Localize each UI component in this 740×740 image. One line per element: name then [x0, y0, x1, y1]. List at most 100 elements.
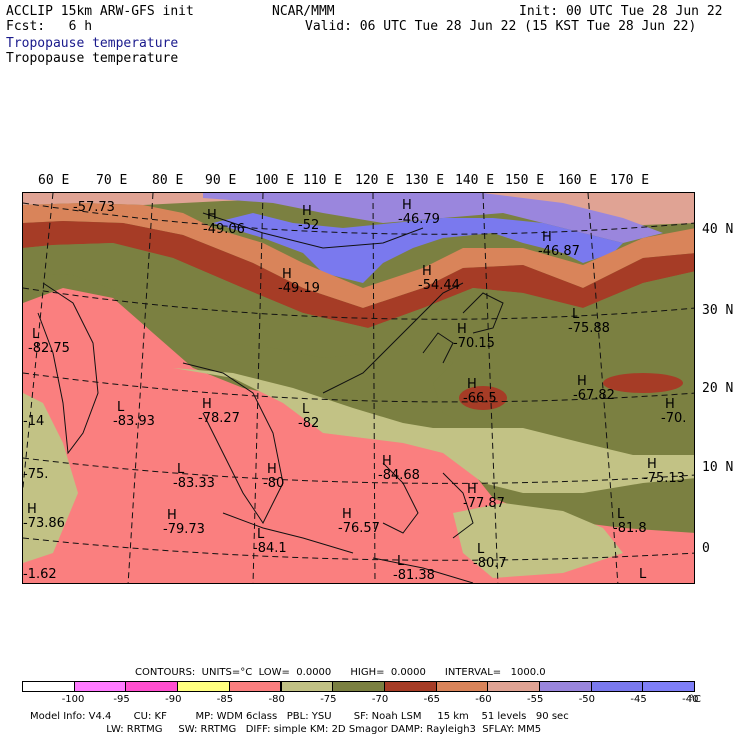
low-marker: L: [639, 567, 647, 582]
longitude-label: 60 E: [38, 173, 70, 188]
band-minus50-high: [203, 193, 663, 243]
colorbar-swatch: [22, 681, 75, 692]
extremum-label: H -67.82: [573, 375, 615, 403]
extremum-value: -75.88: [568, 321, 610, 336]
high-marker: H: [202, 397, 212, 412]
extremum-label: -1.62: [23, 568, 57, 582]
band-minus75-tropics: [173, 368, 694, 493]
high-marker: H: [402, 198, 412, 213]
extremum-value: -66.5: [463, 391, 497, 406]
high-marker: H: [207, 208, 217, 223]
band-minus60: [23, 203, 694, 308]
colorbar-label: -95: [113, 694, 130, 705]
extremum-label: H -49.06: [203, 209, 245, 237]
low-marker: L: [117, 400, 125, 415]
extremum-label: L -83.93: [113, 401, 155, 429]
extremum-label: -57.73: [73, 201, 115, 215]
init-time: Init: 00 UTC Tue 28 Jun 22: [519, 4, 723, 19]
latitude-label: 40 N: [702, 222, 734, 237]
colorbar-label: -65: [423, 694, 440, 705]
colorbar-label: -75: [320, 694, 337, 705]
colorbar-swatch: [487, 681, 540, 692]
extremum-value: -49.06: [203, 222, 245, 237]
extremum-label: H -66.5: [463, 378, 497, 406]
high-marker: H: [27, 502, 37, 517]
high-marker: H: [542, 230, 552, 245]
warm-spot-west-pacific: [459, 386, 507, 410]
longitude-label: 110 E: [303, 173, 343, 188]
high-marker: H: [342, 507, 352, 522]
field-title-contour: Tropopause temperature: [6, 51, 179, 66]
colorbar-swatch: [435, 681, 489, 692]
extremum-value: -80.7: [473, 556, 507, 571]
extremum-label: L -75.88: [568, 308, 610, 336]
high-marker: H: [647, 457, 657, 472]
high-marker: H: [422, 264, 432, 279]
colorbar-swatch: [125, 681, 179, 692]
low-marker: L: [572, 307, 580, 322]
high-marker: H: [282, 267, 292, 282]
extremum-value: -77.87: [463, 496, 505, 511]
extremum-label: H -75.13: [643, 458, 685, 486]
extremum-value: -14: [23, 414, 45, 429]
extremum-value: -76.57: [338, 521, 380, 536]
coastlines: [37, 212, 504, 583]
extremum-value: -73.86: [23, 516, 65, 531]
colorbar-swatch: [177, 681, 230, 692]
longitude-label: 170 E: [610, 173, 650, 188]
high-marker: H: [382, 454, 392, 469]
map-svg: [23, 193, 694, 583]
longitude-label: 90 E: [205, 173, 237, 188]
forecast-hour: Fcst: 6 h: [6, 19, 93, 34]
low-marker: L: [617, 507, 625, 522]
high-marker: H: [457, 322, 467, 337]
extremum-value: -83.33: [173, 476, 215, 491]
colorbar-unit: °C: [689, 694, 701, 705]
extremum-label: H -46.79: [398, 199, 440, 227]
extremum-label: H -84.68: [378, 455, 420, 483]
extremum-value: -84.68: [378, 468, 420, 483]
colorbar-swatch: [383, 681, 437, 692]
high-marker: H: [267, 462, 277, 477]
colorbar-swatch: [228, 681, 282, 692]
extremum-label: H -73.86: [23, 503, 65, 531]
colorbar-swatch: [332, 681, 385, 692]
high-marker: H: [665, 397, 675, 412]
low-marker: L: [32, 327, 40, 342]
extremum-value: -81.38: [393, 568, 435, 583]
low-marker: L: [177, 462, 185, 477]
organization: NCAR/MMM: [272, 4, 335, 19]
high-marker: H: [467, 377, 477, 392]
extremum-value: -46.87: [538, 244, 580, 259]
model-info-line2: LW: RRTMG SW: RRTMG DIFF: simple KM: 2D …: [30, 724, 542, 735]
colorbar-swatch: [642, 681, 696, 692]
extremum-value: -84.1: [253, 541, 287, 556]
band-minus45: [213, 213, 623, 283]
longitude-label: 160 E: [558, 173, 598, 188]
band-minus75-india: [23, 393, 78, 563]
low-marker: L: [257, 527, 265, 542]
extremum-label: L -83.33: [173, 463, 215, 491]
extremum-label: L -81.38: [393, 555, 435, 583]
latitude-label: 20 N: [702, 381, 734, 396]
extremum-label: H -76.57: [338, 508, 380, 536]
extremum-value: -46.79: [398, 212, 440, 227]
band-minus75-south: [453, 503, 623, 578]
colorbar-label: -80: [268, 694, 285, 705]
longitude-label: 140 E: [455, 173, 495, 188]
colorbar-label: -60: [475, 694, 492, 705]
extremum-label: H -54.44: [418, 265, 460, 293]
extremum-label: H -77.87: [463, 483, 505, 511]
colorbar-label: -100: [61, 694, 85, 705]
extremum-label: L: [635, 568, 646, 582]
extremum-value: -79.73: [163, 522, 205, 537]
extremum-value: -57.73: [73, 200, 115, 215]
colorbar-label: -50: [578, 694, 596, 705]
model-info-line1: Model Info: V4.4 CU: KF MP: WDM 6class P…: [30, 711, 569, 722]
low-marker: L: [477, 542, 485, 557]
low-marker: L: [397, 554, 405, 569]
extremum-label: L -84.1: [253, 528, 287, 556]
extremum-label: L -82: [298, 403, 319, 431]
extremum-label: H -79.73: [163, 509, 205, 537]
high-marker: H: [167, 508, 177, 523]
